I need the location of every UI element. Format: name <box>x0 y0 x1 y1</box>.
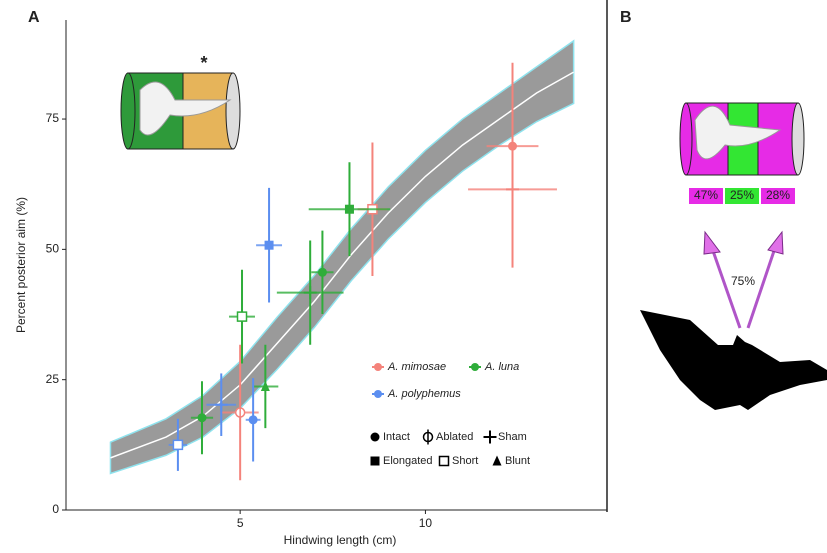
arrow-label: 75% <box>731 274 755 288</box>
legend-swatch <box>374 390 382 398</box>
segment-label: 28% <box>766 188 790 202</box>
y-tick-label: 75 <box>46 111 60 125</box>
point <box>370 432 380 442</box>
point <box>492 455 502 466</box>
legend-label: Intact <box>383 431 410 443</box>
y-tick-label: 0 <box>52 502 59 516</box>
legend-swatch <box>374 363 382 371</box>
point <box>214 398 228 412</box>
inset-mark: * <box>200 53 207 73</box>
x-axis-label: Hindwing length (cm) <box>284 533 397 547</box>
legend-label: A. polyphemus <box>387 388 461 400</box>
x-tick-label: 5 <box>237 516 244 530</box>
segment-chip <box>761 188 795 204</box>
legend-label: Elongated <box>383 455 433 467</box>
point <box>234 405 246 421</box>
point <box>197 413 207 423</box>
point <box>264 240 274 250</box>
point <box>506 182 520 196</box>
legend-label: A. luna <box>484 361 519 373</box>
point <box>303 286 317 300</box>
legend-label: Blunt <box>505 455 530 467</box>
point <box>317 267 327 277</box>
legend-swatch <box>471 363 479 371</box>
y-tick-label: 25 <box>46 372 60 386</box>
segment-label: 47% <box>694 188 718 202</box>
point <box>422 429 434 445</box>
point <box>260 380 270 391</box>
point <box>172 439 184 451</box>
legend-label: Ablated <box>436 431 473 443</box>
point <box>370 456 380 466</box>
y-tick-label: 50 <box>46 242 60 256</box>
point <box>438 455 450 467</box>
panel-label: B <box>620 9 632 26</box>
segment-chip <box>689 188 723 204</box>
bat-silhouette <box>640 310 827 410</box>
point <box>344 204 354 214</box>
segment-label: 25% <box>730 188 754 202</box>
point <box>483 430 497 444</box>
point <box>236 311 248 322</box>
inset-cylinder-b <box>679 102 805 176</box>
x-tick-label: 10 <box>419 516 433 530</box>
legend-label: Short <box>452 455 478 467</box>
segment-chip <box>725 188 759 204</box>
y-axis-label: Percent posterior aim (%) <box>14 197 28 333</box>
legend-label: Sham <box>498 431 527 443</box>
inset-cylinder <box>120 72 241 150</box>
legend-label: A. mimosae <box>387 361 446 373</box>
panel-label: A <box>28 9 40 26</box>
arrows <box>703 230 784 329</box>
point <box>248 415 258 425</box>
